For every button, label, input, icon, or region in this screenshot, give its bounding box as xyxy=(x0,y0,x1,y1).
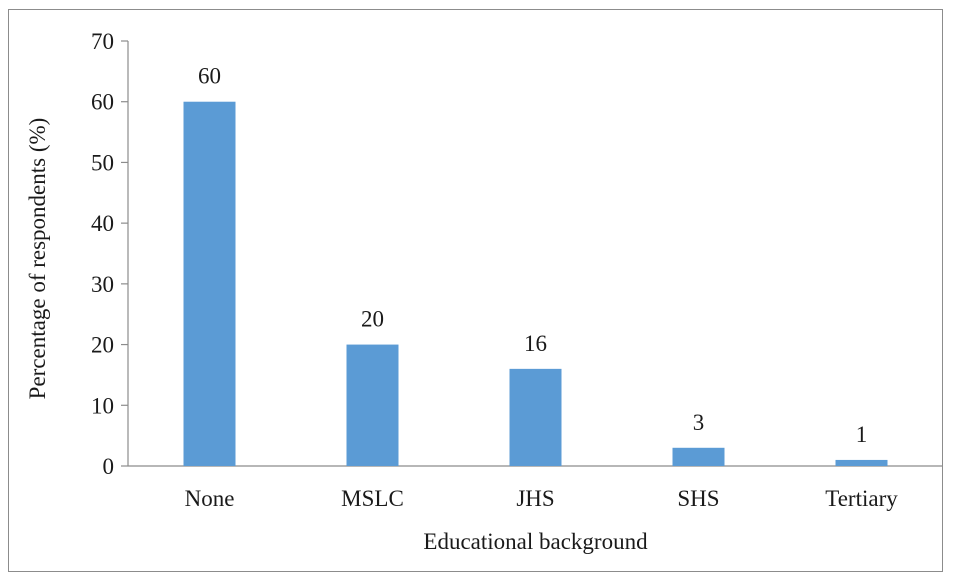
y-axis-title: Percentage of respondents (%) xyxy=(25,118,50,400)
x-axis: None MSLC JHS SHS Tertiary xyxy=(128,465,943,511)
y-tick-label: 70 xyxy=(91,29,114,54)
data-label: 1 xyxy=(856,422,868,447)
y-tick-label: 50 xyxy=(91,150,114,175)
bar-jhs xyxy=(509,368,562,466)
data-label: 20 xyxy=(361,307,384,332)
x-tick-label: MSLC xyxy=(341,486,404,511)
bar-none xyxy=(183,101,236,466)
data-label: 60 xyxy=(198,64,221,89)
y-tick-label: 20 xyxy=(91,333,114,358)
x-tick-label: Tertiary xyxy=(825,486,898,511)
y-axis: 0 10 20 30 40 50 60 70 xyxy=(91,29,129,479)
x-tick-label: JHS xyxy=(516,486,554,511)
chart-frame xyxy=(8,9,943,572)
y-tick-label: 30 xyxy=(91,272,114,297)
bar-shs xyxy=(672,447,725,466)
x-tick-label: SHS xyxy=(677,486,719,511)
y-tick-label: 40 xyxy=(91,211,114,236)
y-tick-label: 0 xyxy=(103,454,115,479)
x-tick-label: None xyxy=(185,486,235,511)
y-tick-label: 60 xyxy=(91,90,114,115)
bars xyxy=(183,101,888,466)
x-axis-title: Educational background xyxy=(423,529,648,554)
bar-tertiary xyxy=(835,459,888,466)
data-label: 3 xyxy=(693,410,705,435)
data-label: 16 xyxy=(524,331,547,356)
data-labels: 60 20 16 3 1 xyxy=(198,64,867,447)
bar-mslc xyxy=(346,344,399,466)
y-tick-label: 10 xyxy=(91,393,114,418)
